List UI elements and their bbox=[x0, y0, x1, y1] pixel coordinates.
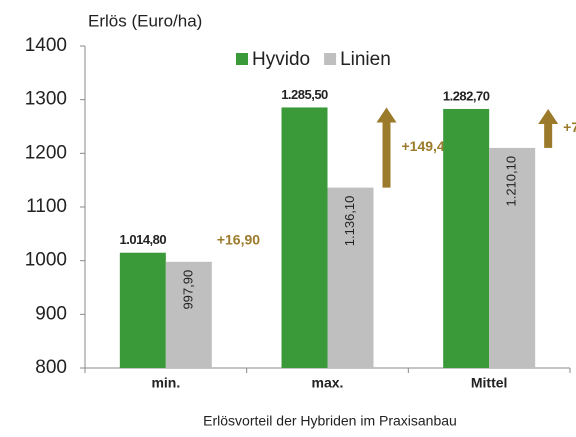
data-label: 1.210,10 bbox=[504, 156, 519, 207]
y-tick-label: 1400 bbox=[25, 35, 67, 56]
annotation: +149,40 bbox=[402, 138, 453, 154]
bar bbox=[165, 261, 212, 368]
legend-label: Linien bbox=[340, 49, 391, 70]
bar bbox=[327, 187, 374, 368]
legend-swatch bbox=[236, 53, 248, 65]
data-label: 1.136,10 bbox=[342, 196, 357, 247]
data-label: 997,90 bbox=[180, 270, 195, 310]
x-axis-label: Erlösvorteil der Hybriden im Praxisanbau bbox=[203, 413, 457, 429]
y-tick-label: 1100 bbox=[26, 196, 67, 217]
legend-label: Hyvido bbox=[252, 49, 310, 70]
y-tick-label: 800 bbox=[35, 357, 67, 378]
y-axis-label: Erlös (Euro/ha) bbox=[88, 11, 202, 30]
annotation: +72,60 bbox=[563, 119, 576, 135]
y-tick-label: 1300 bbox=[25, 89, 67, 110]
annotation: +16,90 bbox=[217, 231, 260, 247]
bar bbox=[489, 147, 536, 368]
data-label: 1.282,70 bbox=[443, 88, 490, 103]
arrow-shaft bbox=[544, 122, 553, 148]
data-label: 1.014,80 bbox=[120, 232, 167, 247]
y-tick-label: 900 bbox=[35, 303, 67, 324]
arrow-head bbox=[538, 108, 559, 124]
y-tick-label: 1200 bbox=[25, 142, 67, 163]
bar bbox=[281, 107, 328, 368]
legend-swatch bbox=[324, 53, 337, 65]
bar bbox=[119, 252, 166, 368]
arrow-shaft bbox=[382, 121, 391, 188]
arrow-head bbox=[376, 107, 397, 123]
x-tick-label: min. bbox=[151, 375, 180, 391]
bar bbox=[443, 108, 490, 369]
y-tick-label: 1000 bbox=[25, 250, 67, 271]
x-tick-label: Mittel bbox=[471, 375, 508, 391]
data-label: 1.285,50 bbox=[281, 87, 328, 102]
x-tick-label: max. bbox=[312, 375, 344, 391]
